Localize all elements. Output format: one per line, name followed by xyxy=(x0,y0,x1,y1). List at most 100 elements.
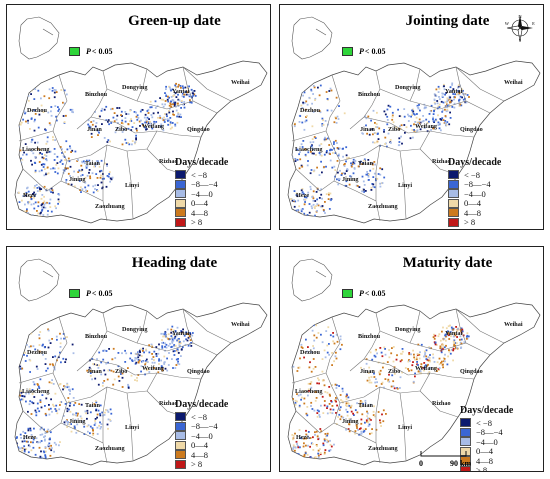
trend-pixel xyxy=(27,427,30,430)
trend-pixel xyxy=(129,357,132,360)
trend-pixel xyxy=(367,175,370,178)
trend-pixel xyxy=(73,425,76,428)
trend-pixel xyxy=(368,133,371,136)
trend-pixel xyxy=(295,103,297,106)
trend-pixel xyxy=(137,117,140,119)
trend-pixel xyxy=(420,343,423,346)
trend-pixel xyxy=(306,115,308,117)
trend-pixel xyxy=(69,165,72,168)
trend-pixel xyxy=(374,163,376,166)
trend-pixel xyxy=(323,138,326,141)
trend-pixel xyxy=(399,125,401,128)
trend-pixel xyxy=(138,359,141,362)
trend-pixel xyxy=(109,418,111,421)
trend-pixel xyxy=(303,455,306,458)
trend-pixel xyxy=(32,402,35,405)
trend-pixel xyxy=(98,424,100,427)
trend-pixel xyxy=(459,328,462,331)
trend-pixel xyxy=(310,145,313,147)
trend-pixel xyxy=(328,90,331,92)
trend-pixel xyxy=(27,444,30,447)
trend-pixel xyxy=(105,409,107,411)
city-label-zibo: Zibo xyxy=(388,126,400,133)
trend-pixel xyxy=(69,402,72,405)
trend-pixel xyxy=(423,369,425,372)
trend-pixel xyxy=(417,370,420,373)
trend-pixel xyxy=(9,346,11,348)
legend-swatch xyxy=(460,465,471,471)
trend-pixel xyxy=(323,139,326,142)
trend-pixel xyxy=(353,167,356,170)
trend-pixel xyxy=(331,364,333,366)
trend-pixel xyxy=(169,88,172,91)
city-label-dezhou: Dezhou xyxy=(300,107,320,114)
city-label-zaozhuang: Zaozhuang xyxy=(368,203,398,210)
trend-pixel xyxy=(345,154,348,157)
trend-pixel xyxy=(162,119,165,121)
trend-pixel xyxy=(360,432,363,435)
inset-map xyxy=(18,16,60,60)
trend-pixel xyxy=(292,444,295,447)
trend-pixel xyxy=(183,334,186,337)
trend-pixel xyxy=(457,85,460,88)
trend-pixel xyxy=(437,124,440,126)
trend-pixel xyxy=(372,414,375,416)
trend-pixel xyxy=(303,390,306,393)
trend-pixel xyxy=(328,144,331,146)
legend-label: −4—0 xyxy=(464,188,486,199)
trend-pixel xyxy=(318,174,321,176)
trend-pixel xyxy=(51,379,53,381)
trend-pixel xyxy=(193,93,196,96)
trend-pixel xyxy=(43,185,46,188)
trend-pixel xyxy=(299,393,302,396)
trend-pixel xyxy=(27,212,29,214)
trend-pixel xyxy=(303,212,306,215)
trend-pixel xyxy=(172,367,174,369)
trend-pixel xyxy=(44,446,47,448)
trend-pixel xyxy=(103,414,106,416)
city-label-weihai: Weihai xyxy=(231,79,250,86)
trend-pixel xyxy=(32,441,34,444)
trend-pixel xyxy=(348,423,351,426)
city-border xyxy=(419,372,431,392)
trend-pixel xyxy=(171,88,174,91)
trend-pixel xyxy=(95,160,98,162)
trend-pixel xyxy=(167,120,169,122)
trend-pixel xyxy=(403,108,406,110)
trend-pixel xyxy=(16,100,19,103)
trend-pixel xyxy=(136,353,139,356)
trend-pixel xyxy=(376,141,378,144)
trend-pixel xyxy=(11,104,13,106)
trend-pixel xyxy=(314,99,316,101)
trend-pixel xyxy=(27,95,30,97)
trend-pixel xyxy=(94,377,97,380)
trend-pixel xyxy=(452,349,455,352)
trend-pixel xyxy=(20,121,23,124)
trend-pixel xyxy=(437,368,440,370)
trend-pixel xyxy=(430,104,433,107)
trend-pixel xyxy=(158,358,160,361)
trend-pixel xyxy=(386,361,389,363)
trend-pixel xyxy=(296,443,298,445)
trend-pixel xyxy=(33,207,36,210)
trend-pixel xyxy=(318,152,321,154)
trend-pixel xyxy=(379,369,382,372)
trend-pixel xyxy=(87,123,90,126)
trend-pixel xyxy=(24,143,27,145)
legend-swatch xyxy=(460,456,471,466)
trend-pixel xyxy=(315,444,318,446)
trend-pixel xyxy=(373,372,375,375)
trend-pixel xyxy=(155,121,158,123)
trend-pixel xyxy=(307,444,309,447)
trend-pixel xyxy=(286,341,288,343)
trend-pixel xyxy=(41,209,43,212)
trend-pixel xyxy=(288,343,290,345)
trend-pixel xyxy=(135,138,137,141)
trend-pixel xyxy=(92,191,95,194)
trend-pixel xyxy=(295,192,298,195)
trend-pixel xyxy=(86,417,88,420)
trend-pixel xyxy=(383,386,385,389)
trend-pixel xyxy=(170,100,173,103)
trend-pixel xyxy=(343,165,346,167)
trend-pixel xyxy=(39,331,42,333)
